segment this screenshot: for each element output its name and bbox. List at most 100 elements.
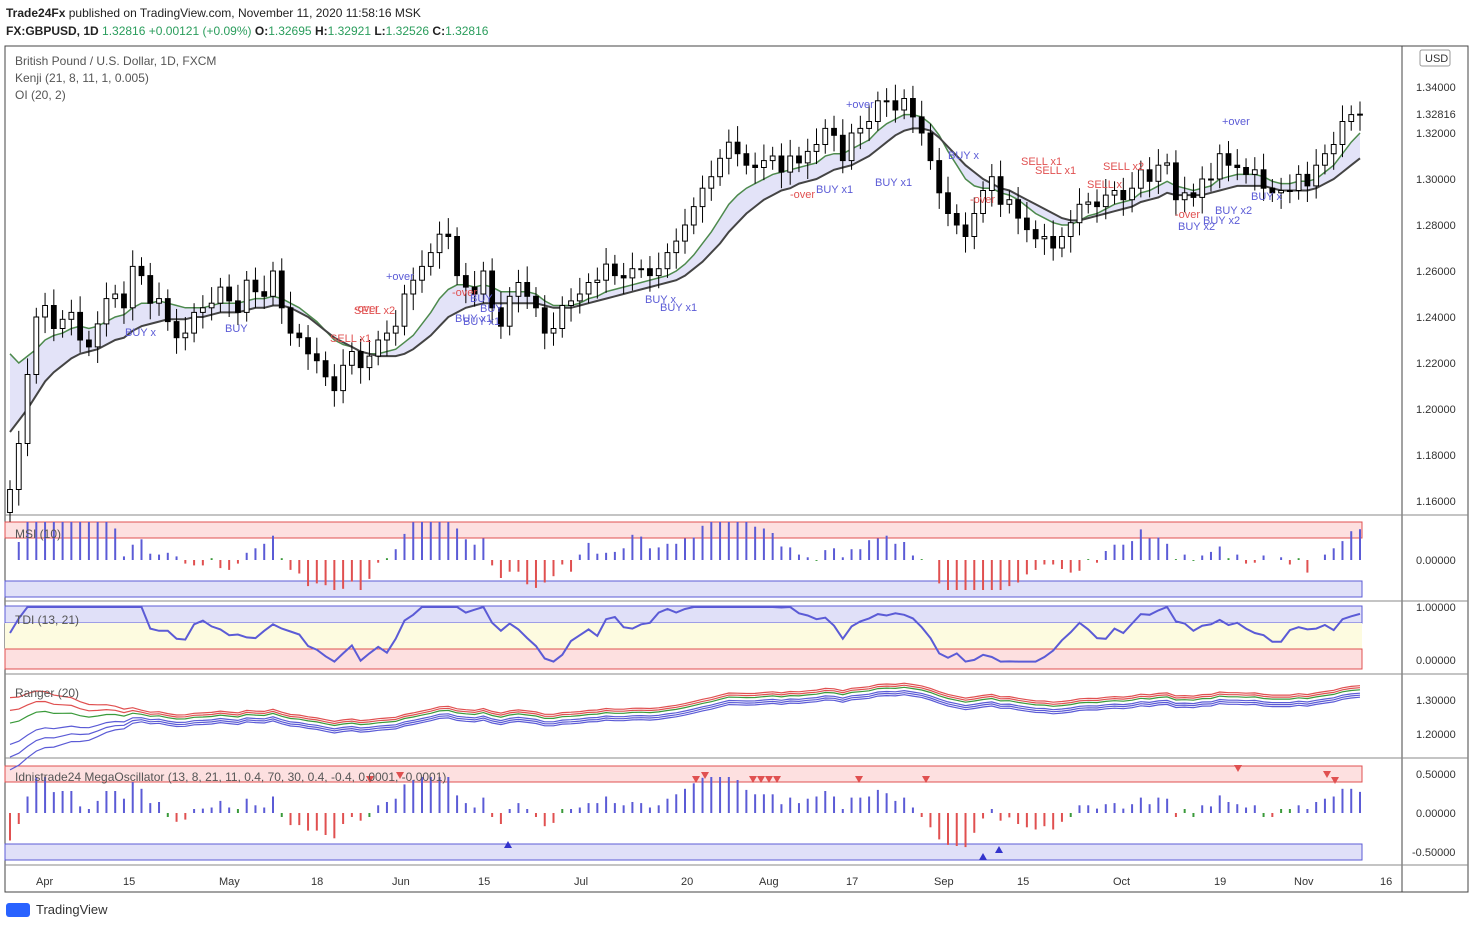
msi-oversold-band: [4, 580, 1363, 598]
candle-body: [682, 224, 688, 242]
x-tick: Jul: [574, 876, 588, 888]
candle-body: [1208, 178, 1214, 181]
candle-body: [86, 339, 92, 348]
candle-body: [278, 270, 285, 309]
last-price-tag: [1404, 106, 1456, 122]
candle-body: [699, 187, 706, 208]
candle-body: [761, 160, 767, 169]
candle-body: [401, 293, 408, 327]
kenji-cloud: [10, 114, 1360, 432]
candle-body: [857, 127, 864, 134]
candle-body: [462, 275, 469, 288]
candle-body: [357, 351, 364, 369]
ranger-line: [9, 684, 1361, 725]
candle-body: [988, 176, 995, 191]
x-tick: 15: [1017, 876, 1029, 888]
ranger-line: [9, 694, 1361, 771]
candle-body: [261, 291, 268, 297]
x-tick: 16: [1380, 876, 1392, 888]
tradingview-logo-icon[interactable]: [6, 902, 30, 917]
candle-body: [1181, 192, 1188, 201]
mega-oversold-band: [4, 843, 1363, 861]
candle-body: [708, 176, 715, 189]
tdi-legend[interactable]: TDI (13, 21): [15, 613, 79, 627]
candle-body: [217, 286, 224, 304]
currency-badge[interactable]: [1419, 49, 1451, 67]
candle-body: [1313, 164, 1320, 187]
candle-body: [24, 374, 31, 444]
signal-label: BUY x1: [463, 316, 500, 328]
candle-body: [296, 332, 303, 339]
sell-marker-icon: [1331, 777, 1339, 784]
candle-body: [50, 305, 57, 329]
y-tick: 1.20000: [1416, 404, 1456, 416]
candle-body: [866, 121, 872, 129]
sell-marker-icon: [922, 776, 930, 783]
footer-brand[interactable]: TradingView: [36, 902, 108, 917]
candle-body: [419, 265, 425, 281]
candle-body: [208, 302, 215, 309]
x-tick: 19: [1214, 876, 1226, 888]
candle-body: [559, 305, 566, 329]
candle-body: [1269, 187, 1276, 194]
y-tick: -0.50000: [1412, 847, 1455, 859]
y-tick: 0.00000: [1416, 808, 1456, 820]
main-legend-title[interactable]: British Pound / U.S. Dollar, 1D, FXCM: [15, 54, 216, 68]
candle-body: [620, 275, 627, 279]
candle-body: [524, 282, 531, 297]
chart-canvas[interactable]: BUY x BUY SELL x2 -over SELL x1 +over BU…: [0, 0, 1475, 900]
candle-body: [173, 321, 180, 339]
signal-label: BUY x: [948, 150, 979, 162]
buy-marker-icon: [504, 841, 512, 848]
candle-body: [1041, 236, 1048, 240]
open-label: O:: [254, 24, 269, 38]
candle-body: [410, 279, 417, 295]
candle-body: [182, 332, 189, 339]
candle-body: [287, 307, 294, 334]
candle-body: [1164, 162, 1171, 166]
signal-label: SELL x2: [1103, 161, 1144, 173]
candle-body: [7, 489, 13, 513]
buy-marker-icon: [979, 853, 987, 860]
candle-body: [77, 311, 84, 341]
candle-body: [874, 100, 881, 123]
kenji-legend[interactable]: Kenji (21, 8, 11, 1, 0.005): [15, 71, 149, 85]
signal-label: SELL x2: [354, 305, 395, 317]
candle-body: [42, 305, 48, 318]
x-tick: Nov: [1294, 876, 1314, 888]
candle-body: [313, 353, 320, 362]
mega-legend[interactable]: Idnistrade24 MegaOscillator (13, 8, 21, …: [15, 770, 446, 784]
candle-body: [778, 155, 785, 173]
publisher-name[interactable]: Trade24Fx: [6, 6, 66, 20]
sell-marker-icon: [1323, 771, 1331, 778]
chart-header: Trade24Fx published on TradingView.com, …: [6, 4, 488, 40]
candle-body: [971, 213, 978, 237]
candle-body: [471, 286, 478, 295]
signal-label: -over: [790, 189, 815, 201]
candle-body: [1015, 199, 1022, 219]
signal-label: SELL x1: [1035, 165, 1076, 177]
candle-body: [1006, 199, 1013, 205]
time-axis: Apr 15 May 18 Jun 15 Jul 20 Aug 17 Sep 1…: [36, 876, 1392, 888]
high-value: 1.32921: [327, 24, 371, 38]
currency-badge-text: USD: [1425, 53, 1448, 65]
candle-body: [787, 155, 794, 173]
candle-body: [1286, 190, 1293, 192]
candle-body: [498, 307, 504, 327]
candle-body: [594, 279, 601, 284]
signal-label: SELL x1: [330, 333, 371, 345]
msi-legend[interactable]: MSI (10): [15, 527, 61, 541]
ranger-legend[interactable]: Ranger (20): [15, 686, 79, 700]
candle-body: [725, 141, 732, 159]
candle-body: [199, 307, 206, 313]
mega-overbought-band: [4, 765, 1363, 783]
candle-body: [1067, 222, 1074, 237]
candle-body: [1234, 164, 1241, 168]
y-tick: 0.00000: [1416, 555, 1456, 567]
signal-label: BUY x2: [1178, 221, 1215, 233]
oi-legend[interactable]: OI (20, 2): [15, 88, 66, 102]
candle-body: [1225, 153, 1232, 166]
mega-bars: [9, 777, 1361, 848]
candle-body: [997, 176, 1004, 205]
published-text: published on TradingView.com, November 1…: [68, 6, 421, 20]
